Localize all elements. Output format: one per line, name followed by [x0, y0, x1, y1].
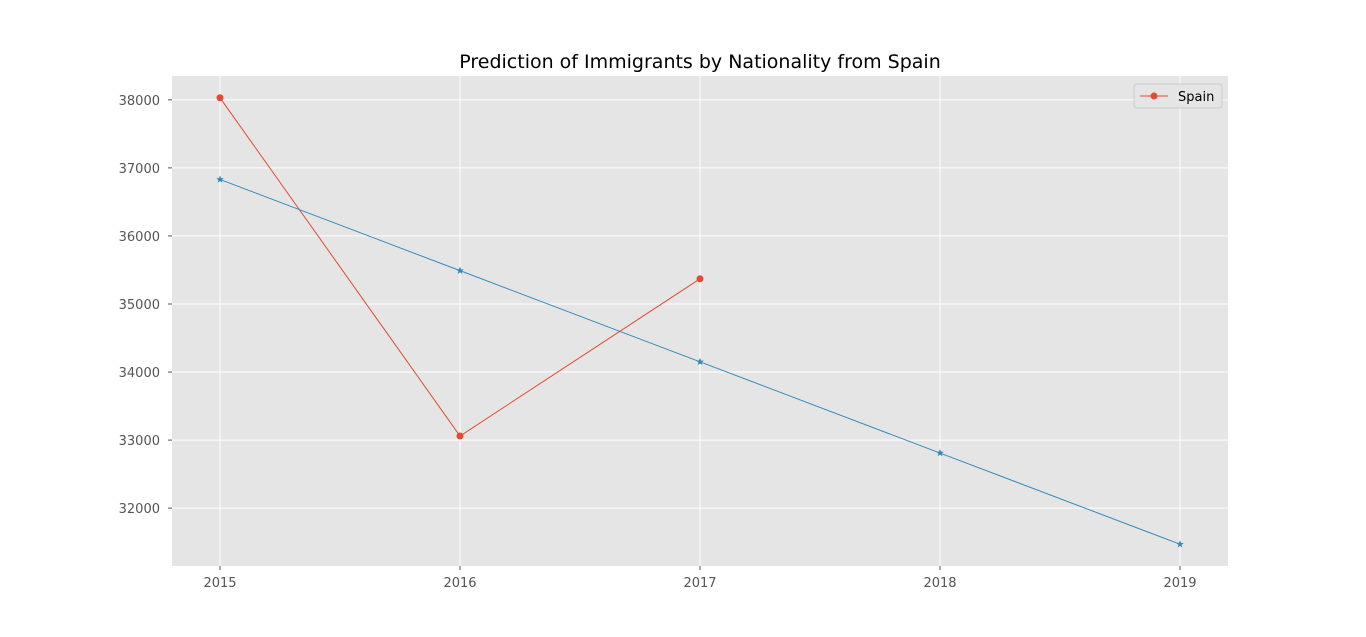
- x-tick-label: 2018: [923, 576, 956, 591]
- y-tick-label: 38000: [119, 94, 160, 109]
- legend-box: [1133, 83, 1223, 109]
- y-tick-label: 33000: [119, 434, 160, 449]
- x-tick-label: 2016: [443, 576, 476, 591]
- y-tick-label: 35000: [119, 298, 160, 313]
- x-tick-label: 2015: [203, 576, 236, 591]
- data-point-series-2: [696, 357, 704, 366]
- y-tick-label: 37000: [119, 162, 160, 177]
- legend-marker-spain: [1150, 92, 1158, 100]
- data-series: [216, 94, 1184, 548]
- data-point-series-2: [456, 266, 464, 274]
- data-point-spain: [456, 432, 464, 440]
- data-point-series-2: [216, 175, 224, 183]
- chart-title: Prediction of Immigrants by Nationality …: [459, 51, 941, 73]
- y-tick-label: 32000: [119, 502, 160, 517]
- data-point-series-2: [936, 449, 944, 457]
- legend-label-spain: Spain: [1178, 90, 1214, 105]
- y-tick-label: 36000: [119, 230, 160, 245]
- y-tick-label: 34000: [119, 366, 160, 381]
- axis-ticks: 2015 2016 2017 2018 2019 32000 33000 34000 35000…: [119, 94, 1197, 591]
- legend: Spain: [1133, 83, 1223, 109]
- series-series-2: [216, 175, 1184, 548]
- data-point-series-2: [1176, 540, 1184, 548]
- grid-lines: [172, 76, 1228, 566]
- x-tick-label: 2017: [683, 576, 716, 591]
- data-point-spain: [696, 275, 704, 283]
- x-tick-label: 2019: [1163, 576, 1196, 591]
- data-point-spain: [216, 94, 224, 102]
